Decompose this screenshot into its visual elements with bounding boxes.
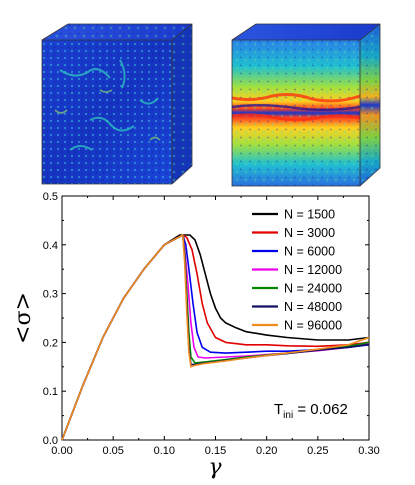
legend-label-5: N = 48000 xyxy=(284,300,342,314)
series-line-6 xyxy=(61,234,370,441)
x-tick-label: 0.10 xyxy=(154,445,175,457)
legend-label-0: N = 1500 xyxy=(284,208,335,222)
temperature-annotation: Tini = 0.062 xyxy=(274,401,348,421)
y-tick-label: 0.5 xyxy=(43,191,58,203)
x-tick-label: 0.30 xyxy=(358,445,379,457)
x-axis-label: γ xyxy=(208,455,222,480)
legend-label-4: N = 24000 xyxy=(284,282,342,296)
cube-shear-band xyxy=(231,23,381,187)
x-tick-label: 0.00 xyxy=(51,445,72,457)
y-tick-label: 0.1 xyxy=(43,386,58,398)
annotation-value: = 0.062 xyxy=(293,401,348,418)
cube-uniform xyxy=(41,23,193,185)
annotation-main: T xyxy=(274,401,283,418)
x-tick-label: 0.25 xyxy=(307,445,328,457)
y-tick-label: 0.4 xyxy=(43,240,58,252)
stress-strain-chart: 0.00 0.05 0.10 0.15 0.20 0.25 0.30 0.0 0.1 0.2 0.3… xyxy=(11,191,380,480)
legend-label-3: N = 12000 xyxy=(284,263,342,277)
cube-shear-top xyxy=(232,24,380,40)
y-tick-label: 0.0 xyxy=(43,435,58,447)
y-tick-label: 0.2 xyxy=(43,337,58,349)
annotation-subscript: ini xyxy=(283,410,293,421)
x-tick-label: 0.20 xyxy=(256,445,277,457)
x-tick-label: 0.15 xyxy=(205,445,226,457)
legend-label-1: N = 3000 xyxy=(284,226,335,240)
legend-label-6: N = 96000 xyxy=(284,319,342,333)
legend-label-2: N = 6000 xyxy=(284,245,335,259)
legend: N = 1500 N = 3000 N = 6000 N = 12000 N = 240… xyxy=(252,208,342,333)
y-tick-label: 0.3 xyxy=(43,289,58,301)
x-tick-label: 0.05 xyxy=(102,445,123,457)
y-axis-label: <σ> xyxy=(11,292,36,344)
